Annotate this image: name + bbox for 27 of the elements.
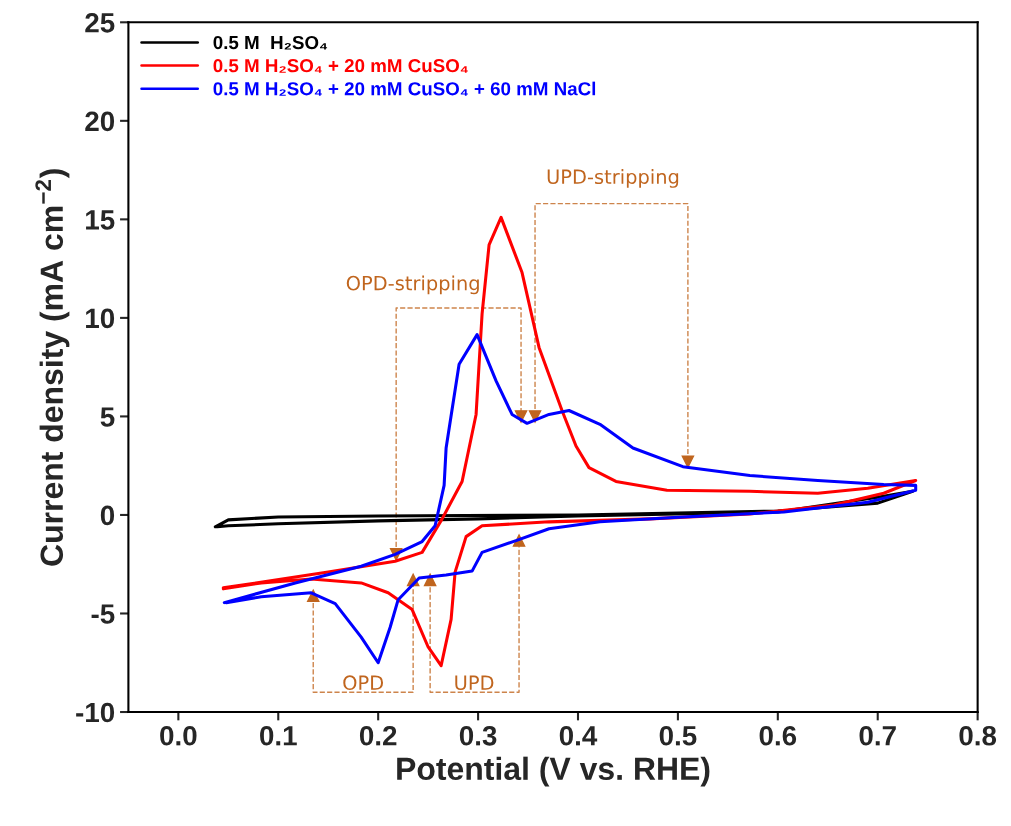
annotation: OPD <box>343 675 384 691</box>
y-axis-title: Current density (mA cm$^{−2}$) <box>35 169 70 566</box>
x-tick-label: 0.1 <box>260 725 297 746</box>
annotation: OPD-stripping <box>346 275 479 295</box>
y-tick-label: 20 <box>85 111 115 132</box>
y-tick-label: -5 <box>91 604 115 624</box>
legend-label: 0.5 M H₂SO₄ <box>213 35 328 50</box>
x-tick-label: 0.5 <box>659 725 697 746</box>
y-tick-label: 15 <box>86 210 115 230</box>
y-tick-label: 5 <box>100 407 115 427</box>
x-tick-label: 0.2 <box>359 725 397 746</box>
x-tick-label: 0.3 <box>459 725 497 746</box>
x-tick-label: 0.0 <box>160 725 197 746</box>
x-axis-title: Potential (V vs. RHE) <box>397 756 710 787</box>
y-tick-label: 0 <box>100 505 115 526</box>
y-tick-label: 10 <box>86 308 115 329</box>
x-tick-label: 0.6 <box>759 725 797 746</box>
annotation: UPD <box>455 675 494 691</box>
x-tick-label: 0.7 <box>859 725 896 746</box>
legend-label: 0.5 M H₂SO₄ + 20 mM CuSO₄ <box>213 59 468 73</box>
legend-label: 0.5 M H₂SO₄ + 20 mM CuSO₄ + 60 mM NaCl <box>213 81 596 96</box>
y-tick-label: -10 <box>76 702 115 723</box>
x-tick-label: 0.8 <box>959 725 997 746</box>
y-tick-label: 25 <box>85 12 115 33</box>
annotation: UPD-stripping <box>547 169 679 188</box>
line-series <box>222 333 918 665</box>
x-tick-label: 0.4 <box>559 725 598 746</box>
